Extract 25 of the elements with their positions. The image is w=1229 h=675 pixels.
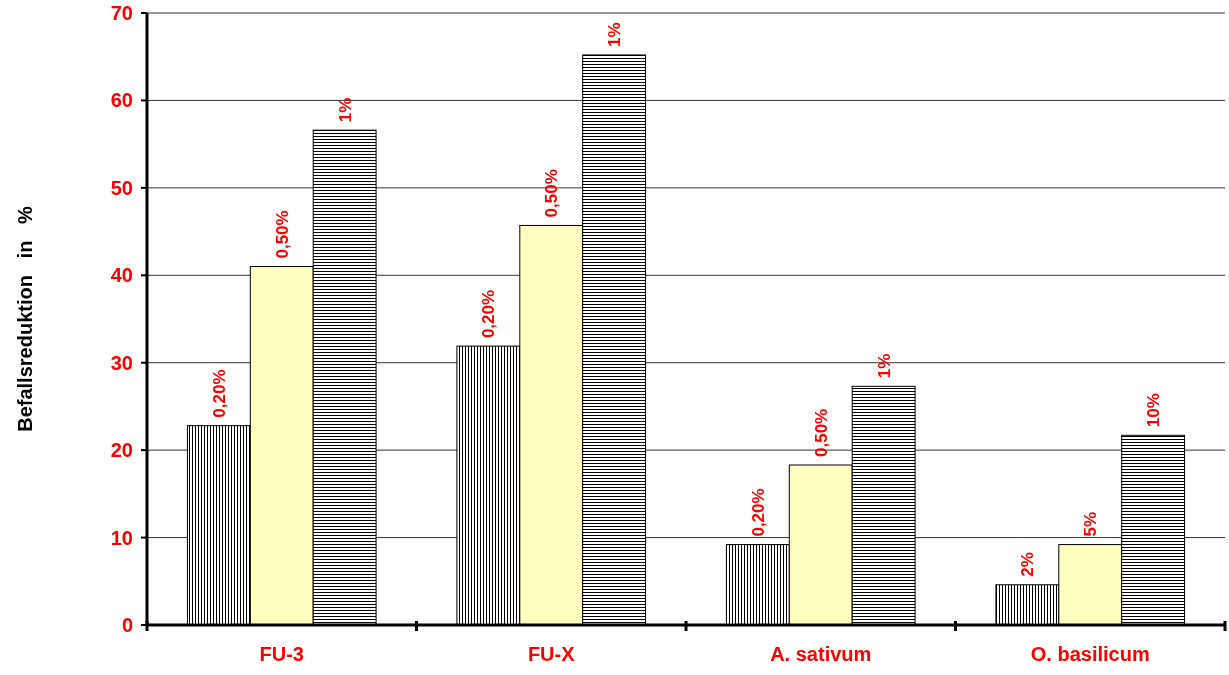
y-tick-label: 40 bbox=[110, 264, 133, 287]
annotation: 1% bbox=[605, 22, 625, 47]
annotation: 0,50% bbox=[542, 169, 562, 218]
annotation: 5% bbox=[1081, 511, 1101, 537]
x-tick-label: O. basilicum bbox=[1030, 643, 1150, 665]
y-tick-label: 0 bbox=[121, 614, 133, 636]
y-axis-title: Befallsreduktion in % bbox=[14, 205, 36, 432]
annotation: 2% bbox=[1018, 552, 1038, 577]
y-tick-label: 30 bbox=[110, 351, 133, 374]
annotation: 0,20% bbox=[209, 369, 229, 418]
x-tick-label: FU-X bbox=[527, 643, 576, 665]
y-tick-label: 20 bbox=[110, 439, 133, 462]
y-tick-label: 60 bbox=[110, 89, 133, 112]
y-tick-label: 50 bbox=[110, 176, 133, 199]
annotation: 0,20% bbox=[479, 289, 499, 339]
x-tick-label: FU-3 bbox=[259, 643, 304, 665]
annotation: 10% bbox=[1144, 393, 1164, 428]
x-tick-label: A. sativum bbox=[770, 643, 872, 665]
annotation: 1% bbox=[335, 97, 355, 123]
annotation: 0,50% bbox=[272, 210, 292, 259]
annotation: 0,50% bbox=[811, 408, 831, 458]
y-tick-label: 10 bbox=[110, 526, 133, 549]
y-tick-label: 70 bbox=[110, 2, 133, 24]
annotation: 1% bbox=[874, 353, 894, 379]
annotation: 0,20% bbox=[748, 488, 768, 537]
